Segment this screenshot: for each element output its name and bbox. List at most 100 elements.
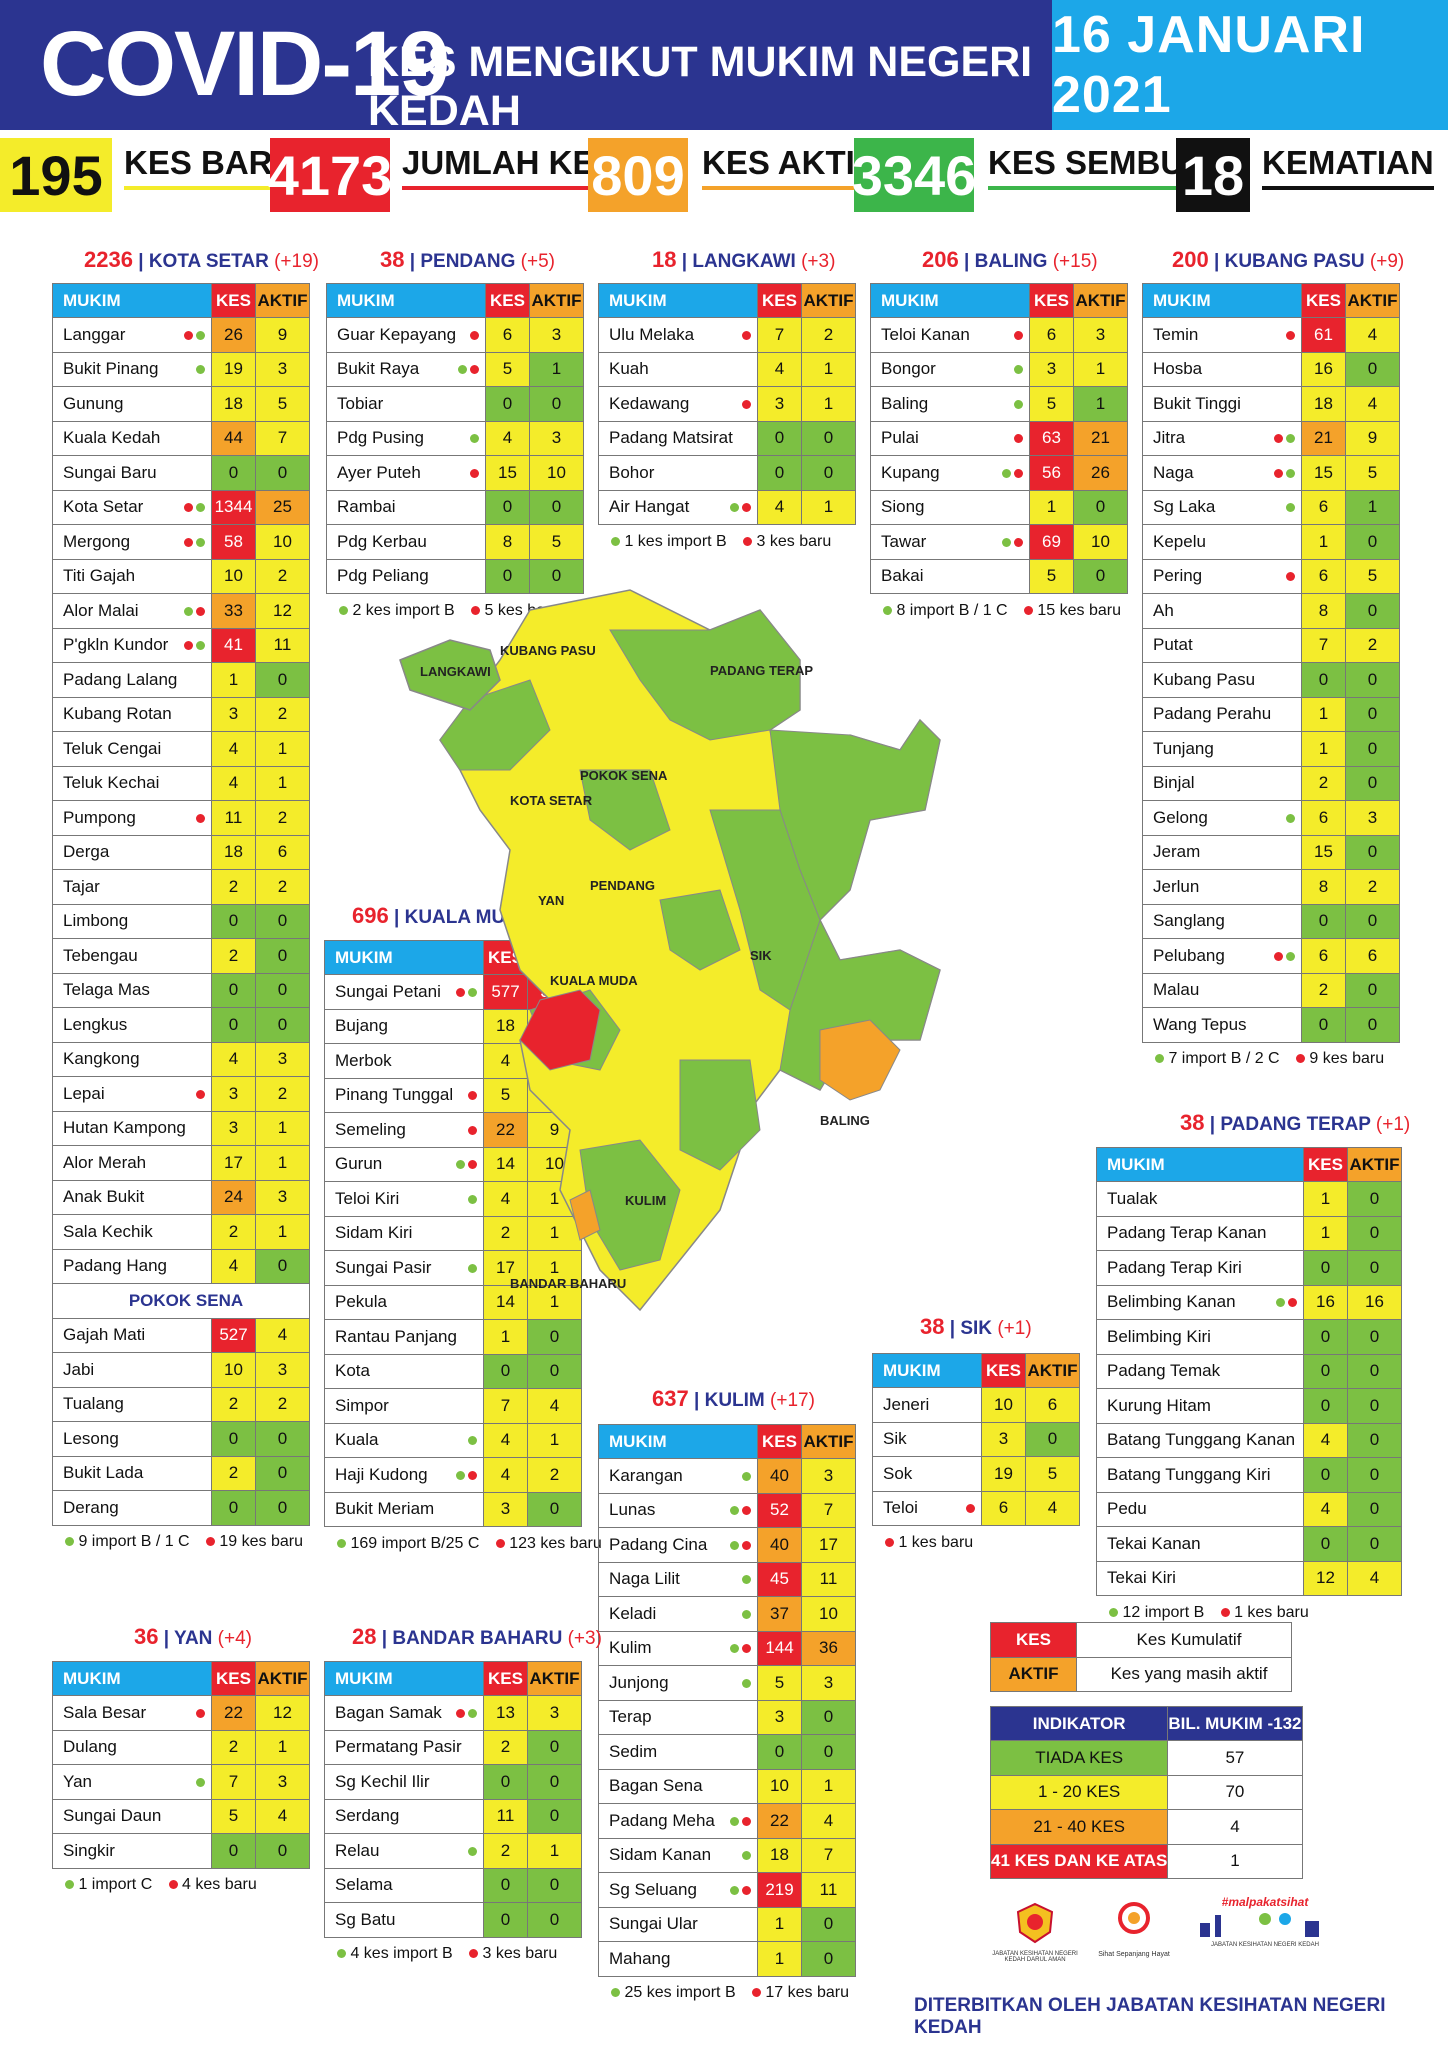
indicator-value: 57 (1167, 1740, 1303, 1776)
import-note: 1 import C (78, 1876, 153, 1893)
aktif-cell: 3 (255, 1179, 310, 1215)
import-case-dot-icon (1286, 503, 1295, 513)
import-case-dot-icon (742, 1851, 751, 1861)
map-label-yan: YAN (538, 893, 564, 908)
import-case-dot-icon (468, 1194, 477, 1204)
table-row: Langgar 26 9 (52, 317, 310, 353)
kes-cell: 8 (1301, 593, 1346, 629)
table-header: MUKIM KES AKTIF (324, 1661, 582, 1696)
aktif-cell: 0 (1345, 696, 1400, 732)
aktif-cell: 4 (255, 1317, 310, 1353)
mukim-name-cell: Bukit Tinggi (1142, 386, 1302, 422)
import-note: 1 kes import B (624, 532, 727, 550)
table-row: Sungai Pasir 17 1 (324, 1250, 582, 1286)
district-total: 637 (652, 1386, 689, 1411)
table-header: MUKIM KES AKTIF (1142, 283, 1400, 318)
new-case-dot-icon (742, 503, 751, 513)
mukim-name-cell: Yan (52, 1764, 212, 1800)
district-new: (+4) (217, 1628, 252, 1649)
header-mukim: MUKIM (52, 1661, 212, 1696)
mukim-name-cell: Derga (52, 834, 212, 870)
district-new: (+15) (1052, 251, 1098, 272)
new-case-dot-icon (742, 330, 751, 340)
kes-cell: 4 (483, 1457, 528, 1493)
district-table-yan: MUKIM KES AKTIF Sala Besar 22 12 Dulang … (52, 1661, 310, 1869)
mukim-name-cell: Keladi (598, 1596, 758, 1632)
new-case-dot-icon (743, 536, 753, 546)
table-row: Batang Tunggang Kanan 4 0 (1096, 1422, 1402, 1458)
header-aktif: AKTIF (1347, 1147, 1402, 1182)
logo-wargakesihatan: Sihat Sepanjang Hayat (1094, 1900, 1174, 1958)
aktif-cell: 0 (801, 420, 856, 456)
new-case-note: 3 kes baru (756, 532, 832, 550)
header-aktif: AKTIF (801, 283, 856, 318)
new-case-dot-icon (196, 1089, 205, 1099)
mukim-name-cell: Tebengau (52, 938, 212, 974)
district-table-sik: MUKIM KES AKTIF Jeneri 10 6 Sik 3 0 Sok … (872, 1353, 1080, 1526)
table-row: Singkir 0 0 (52, 1833, 310, 1869)
mukim-name-cell: Lepai (52, 1076, 212, 1112)
table-header: MUKIM KES AKTIF (598, 283, 856, 318)
aktif-cell: 7 (801, 1492, 856, 1528)
table-row: Pedu 4 0 (1096, 1491, 1402, 1527)
mukim-name-cell: Sedim (598, 1734, 758, 1770)
aktif-cell: 3 (255, 1352, 310, 1388)
kes-cell: 0 (211, 455, 256, 491)
mukim-name-cell: Kurung Hitam (1096, 1388, 1304, 1424)
district-new: (+17) (770, 1390, 815, 1411)
import-case-dot-icon (730, 503, 739, 513)
new-case-dot-icon (196, 606, 205, 616)
kubang-pasu-west-region (439, 679, 551, 771)
mukim-name-cell: Ulu Melaka (598, 317, 758, 353)
import-case-dot-icon (196, 330, 205, 340)
mukim-name-cell: Bukit Meriam (324, 1491, 484, 1527)
mukim-name-cell: Tualak (1096, 1181, 1304, 1217)
kes-cell: 1 (1029, 489, 1074, 525)
kes-cell: 144 (757, 1630, 802, 1666)
kes-cell: 4 (1303, 1491, 1348, 1527)
district-note: 8 import B / 1 C 15 kes baru (880, 602, 1121, 620)
langkawi-island (399, 639, 501, 711)
mukim-name-cell: Pdg Kerbau (326, 524, 486, 560)
aktif-cell: 0 (1347, 1457, 1402, 1493)
kes-cell: 0 (1301, 662, 1346, 698)
aktif-cell: 2 (255, 800, 310, 836)
mukim-name-cell: Wang Tepus (1142, 1007, 1302, 1043)
kes-cell: 13 (483, 1695, 528, 1731)
import-case-dot-icon (730, 1644, 739, 1654)
mukim-name-cell: Padang Meha (598, 1803, 758, 1839)
table-row: P'gkln Kundor 41 11 (52, 627, 310, 663)
import-note: 7 import B / 2 C (1168, 1050, 1280, 1067)
header-aktif: AKTIF (1073, 283, 1128, 318)
district-new: (+1) (997, 1318, 1032, 1339)
mukim-name-cell: Kuah (598, 351, 758, 387)
header-kes: KES (757, 283, 802, 318)
kes-cell: 2 (211, 1455, 256, 1491)
import-case-dot-icon (742, 1471, 751, 1481)
kes-cell: 4 (757, 489, 802, 525)
map-label-kuala-muda: KUALA MUDA (550, 973, 638, 988)
mukim-name-cell: Temin (1142, 317, 1302, 353)
district-note: 4 kes import B 3 kes baru (334, 1945, 557, 1963)
import-case-dot-icon (1109, 1607, 1118, 1617)
kes-cell: 6 (1301, 558, 1346, 594)
table-row: Simpor 7 4 (324, 1388, 582, 1424)
table-row: Kupang 56 26 (870, 455, 1128, 491)
new-case-dot-icon (205, 1537, 215, 1547)
aktif-cell: 0 (1345, 972, 1400, 1008)
district-name: PADANG TERAP (1220, 1114, 1371, 1135)
table-row: Sidam Kanan 18 7 (598, 1837, 856, 1873)
legend-kes: KES (990, 1622, 1077, 1658)
table-row: Teloi 6 4 (872, 1490, 1080, 1526)
kes-cell: 16 (1303, 1284, 1348, 1320)
kes-cell: 15 (1301, 834, 1346, 870)
aktif-cell: 0 (527, 1798, 582, 1834)
import-case-dot-icon (1155, 1054, 1164, 1064)
district-name: YAN (174, 1628, 213, 1649)
mukim-name-cell: Bukit Lada (52, 1455, 212, 1491)
mukim-name-cell: Pdg Pusing (326, 420, 486, 456)
table-row: Gajah Mati 527 4 (52, 1317, 310, 1353)
mukim-name-cell: Sala Besar (52, 1695, 212, 1731)
mukim-name-cell: Jitra (1142, 420, 1302, 456)
mukim-name-cell: Pumpong (52, 800, 212, 836)
